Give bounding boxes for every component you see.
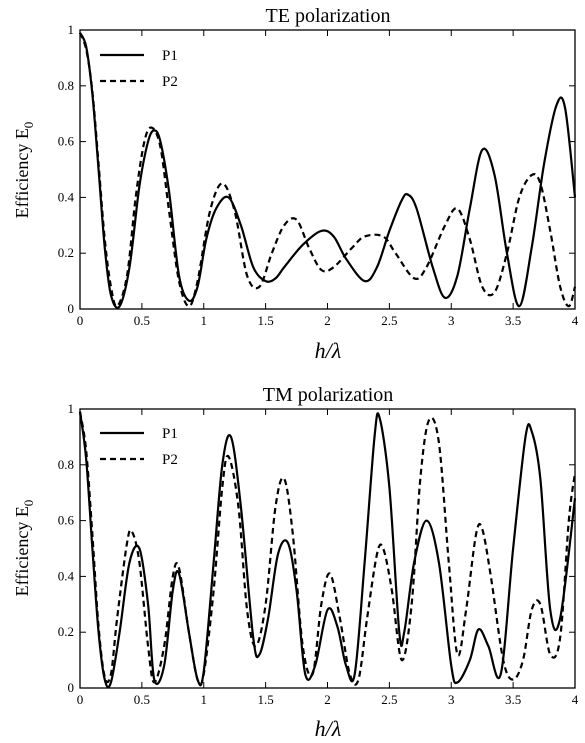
x-tick-label: 3: [448, 692, 455, 707]
chart-title: TM polarization: [263, 384, 394, 406]
axis-ticks: 0 0.5 1 1.5 2 2.5 3 3.5 4 0 0.2 0.4 0.6 0.8 1: [58, 22, 579, 328]
y-tick-label: 0.8: [58, 78, 74, 93]
x-tick-label: 1.5: [258, 313, 274, 328]
x-tick-label: 3: [448, 313, 455, 328]
legend-label-p1: P1: [162, 48, 178, 64]
legend: P1 P2: [100, 48, 178, 90]
y-axis-label-subscript: 0: [21, 122, 36, 129]
legend: P1 P2: [100, 426, 178, 468]
tm-chart: TM polarization Efficiency E0 h/λ 0 0.5 1 1…: [12, 384, 579, 741]
series-line-p1: [78, 411, 577, 689]
x-tick-label: 0.5: [134, 313, 150, 328]
x-tick-label: 1: [201, 692, 208, 707]
x-tick-label: 2.5: [381, 313, 397, 328]
y-axis-label-main: Efficiency E: [12, 128, 32, 218]
y-axis-label: Efficiency E0: [12, 500, 36, 597]
y-tick-label: 1: [68, 22, 75, 37]
x-tick-label: 3.5: [505, 692, 521, 707]
series-lines: [78, 411, 577, 689]
y-tick-label: 0: [68, 680, 75, 695]
x-tick-label: 4: [572, 313, 579, 328]
x-tick-label: 2: [324, 692, 331, 707]
y-axis-label-subscript: 0: [21, 500, 36, 507]
x-axis-label: h/λ: [315, 338, 342, 363]
legend-label-p2: P2: [162, 74, 178, 90]
y-tick-label: 0.4: [58, 189, 75, 204]
svg-text:Efficiency E0: Efficiency E0: [12, 122, 36, 219]
y-tick-label: 0.6: [58, 513, 75, 528]
x-tick-label: 0: [77, 313, 84, 328]
y-tick-label: 0.2: [58, 245, 74, 260]
plot-frame: [79, 29, 576, 310]
x-axis-label: h/λ: [315, 716, 342, 741]
series-line-p1: [78, 32, 577, 309]
x-tick-label: 3.5: [505, 313, 521, 328]
y-tick-label: 0.8: [58, 457, 74, 472]
x-tick-label: 0.5: [134, 692, 150, 707]
series-line-p2: [78, 411, 577, 687]
x-tick-label: 0: [77, 692, 84, 707]
x-tick-label: 1.5: [258, 692, 274, 707]
series-line-p2: [78, 32, 577, 308]
x-tick-label: 2.5: [381, 692, 397, 707]
legend-label-p1: P1: [162, 426, 178, 442]
y-tick-label: 0: [68, 301, 75, 316]
te-chart: TE polarization Efficiency E0 h/λ 0 0.5 1 1…: [12, 5, 579, 363]
x-tick-label: 2: [324, 313, 331, 328]
axis-ticks: 0 0.5 1 1.5 2 2.5 3 3.5 4 0 0.2 0.4 0.6 0.8 1: [58, 401, 579, 707]
y-tick-label: 0.6: [58, 134, 75, 149]
plot-frame: [79, 408, 576, 689]
y-axis-label: Efficiency E0: [12, 122, 36, 219]
x-tick-label: 4: [572, 692, 579, 707]
y-axis-label-main: Efficiency E: [12, 506, 32, 596]
x-tick-label: 1: [201, 313, 208, 328]
y-tick-label: 0.2: [58, 624, 74, 639]
legend-label-p2: P2: [162, 452, 178, 468]
y-tick-label: 0.4: [58, 568, 75, 583]
svg-text:Efficiency E0: Efficiency E0: [12, 500, 36, 597]
chart-title: TE polarization: [266, 5, 391, 27]
series-lines: [78, 32, 577, 309]
y-tick-label: 1: [68, 401, 75, 416]
